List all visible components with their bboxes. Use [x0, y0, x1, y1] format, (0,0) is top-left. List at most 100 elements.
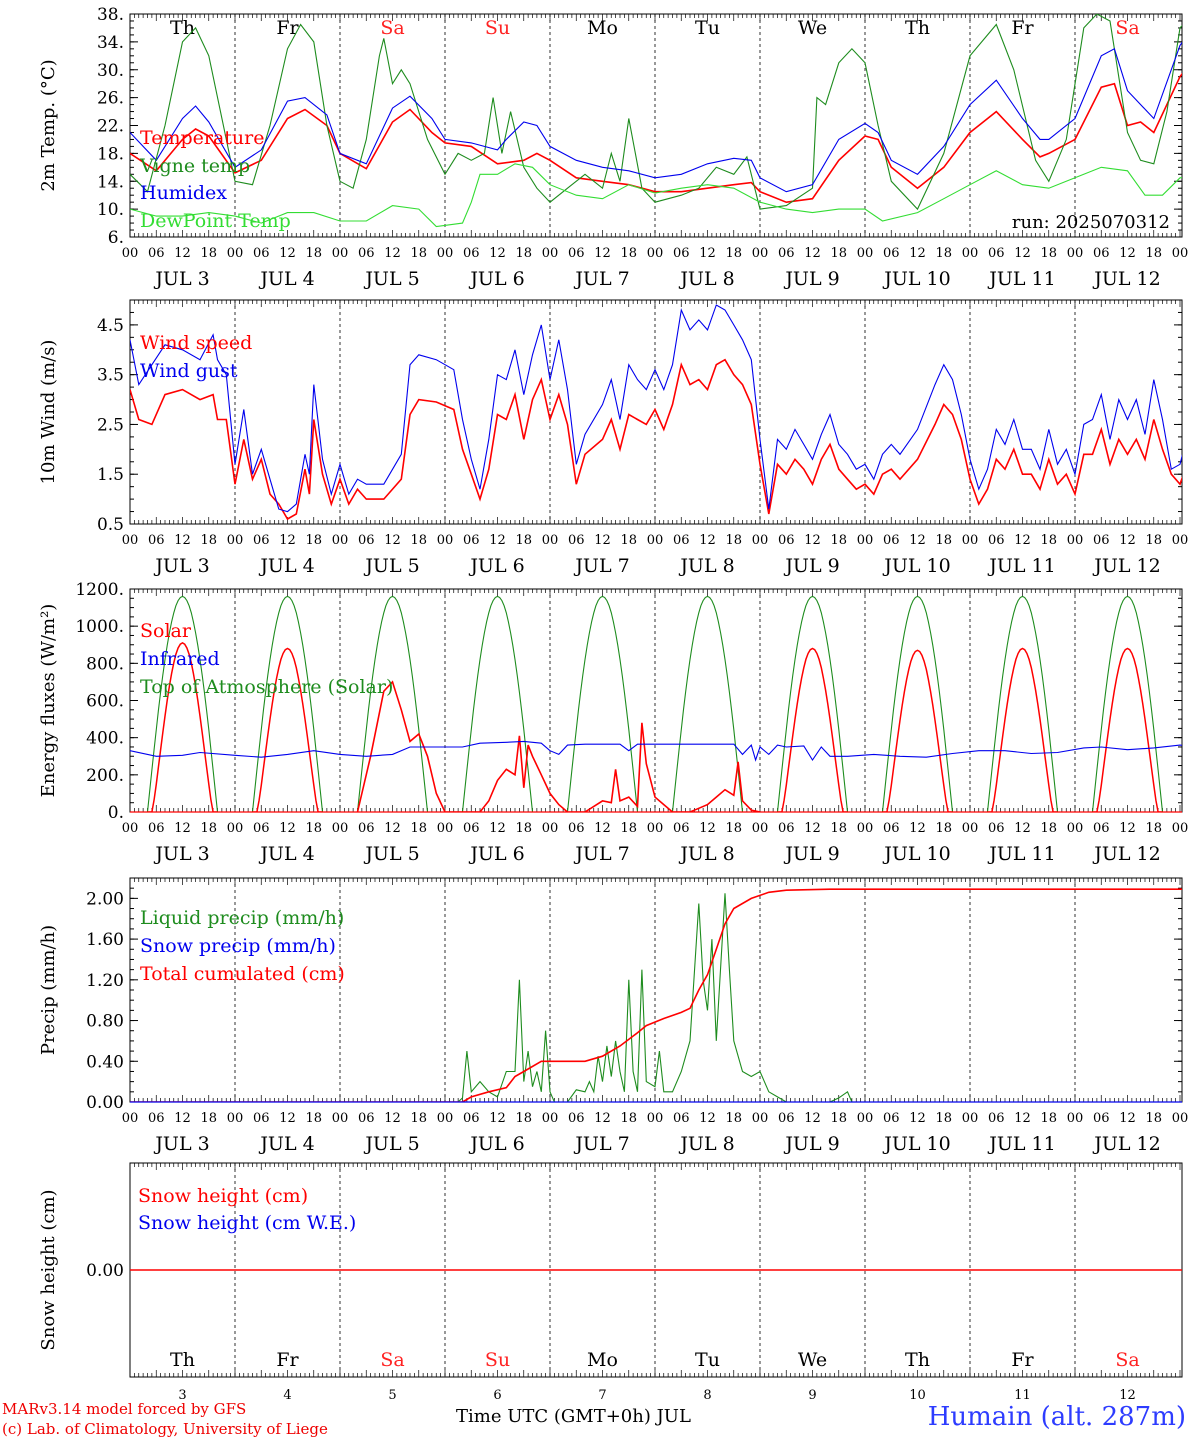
hour-tick-label: 00	[332, 533, 349, 548]
hour-tick-label: 18	[305, 246, 322, 261]
hour-tick-label: 00	[1067, 1111, 1084, 1126]
day-name-label: Th	[170, 1349, 195, 1371]
y-tick-label: 200.	[86, 766, 124, 786]
y-tick-label: 0.00	[86, 1261, 124, 1281]
hour-tick-label: 00	[1172, 246, 1189, 261]
hour-tick-label: 12	[174, 533, 191, 548]
hour-tick-label: 12	[384, 246, 401, 261]
y-axis-title: Energy fluxes (W/m²)	[38, 604, 59, 798]
date-label: JUL 8	[678, 268, 734, 290]
hour-tick-label: 18	[305, 533, 322, 548]
legend-entry: Temperature	[140, 127, 264, 149]
hour-tick-label: 00	[962, 821, 979, 836]
date-label: JUL 7	[573, 268, 629, 290]
hour-tick-label: 18	[620, 821, 637, 836]
solar-line	[777, 647, 848, 812]
y-tick-label: 400.	[86, 729, 124, 749]
date-label: JUL 11	[987, 1133, 1055, 1155]
hour-tick-label: 06	[148, 246, 165, 261]
hour-tick-label: 00	[962, 533, 979, 548]
toa-solar-line	[986, 595, 1059, 812]
y-tick-label: 34.	[97, 33, 124, 53]
day-number-label: 7	[598, 1388, 606, 1403]
day-number-label: 12	[1119, 1388, 1136, 1403]
hour-tick-label: 06	[1093, 821, 1110, 836]
legend-entry: Vigne temp	[139, 155, 250, 177]
hour-tick-label: 18	[200, 1111, 217, 1126]
hour-tick-label: 00	[1067, 246, 1084, 261]
hour-tick-label: 00	[647, 821, 664, 836]
hour-tick-label: 00	[752, 533, 769, 548]
hour-tick-label: 06	[673, 821, 690, 836]
hour-tick-label: 18	[515, 246, 532, 261]
legend-entry: DewPoint Temp	[140, 210, 291, 232]
y-tick-label: 2.00	[86, 889, 124, 909]
day-name-label: Sa	[380, 17, 404, 39]
hour-tick-label: 00	[227, 821, 244, 836]
toa-solar-line	[251, 595, 324, 812]
hour-tick-label: 00	[332, 821, 349, 836]
hour-tick-label: 00	[332, 1111, 349, 1126]
hour-tick-label: 00	[1067, 821, 1084, 836]
legend-entry: Top of Atmosphere (Solar)	[140, 676, 393, 698]
y-axis-title: Snow height (cm)	[38, 1189, 59, 1350]
hour-tick-label: 00	[1172, 821, 1189, 836]
day-name-label: Th	[905, 1349, 930, 1371]
hour-tick-label: 18	[410, 533, 427, 548]
hour-tick-label: 00	[227, 246, 244, 261]
hour-tick-label: 18	[1040, 1111, 1057, 1126]
day-name-label: We	[798, 1349, 827, 1371]
date-label: JUL 4	[258, 843, 314, 865]
model-credit: MARv3.14 model forced by GFS	[2, 1400, 247, 1418]
hour-tick-label: 00	[1067, 533, 1084, 548]
hour-tick-label: 06	[463, 246, 480, 261]
hour-tick-label: 18	[935, 246, 952, 261]
hour-tick-label: 06	[463, 821, 480, 836]
hour-tick-label: 18	[200, 246, 217, 261]
hour-tick-label: 06	[988, 1111, 1005, 1126]
y-tick-label: 26.	[97, 89, 124, 109]
hour-tick-label: 00	[332, 246, 349, 261]
toa-solar-line	[356, 595, 429, 812]
hour-tick-label: 18	[725, 821, 742, 836]
hour-tick-label: 12	[1014, 1111, 1031, 1126]
date-label: JUL 6	[468, 1133, 524, 1155]
hour-tick-label: 12	[804, 1111, 821, 1126]
toa-solar-line	[146, 595, 219, 812]
toa-solar-line	[776, 595, 849, 812]
series-line-wind-gust	[130, 304, 1182, 513]
hour-tick-label: 18	[1145, 821, 1162, 836]
y-tick-label: 1200.	[75, 580, 124, 600]
y-tick-label: 1.60	[86, 930, 124, 950]
hour-tick-label: 18	[1145, 533, 1162, 548]
series-line-total-cumulated-cm-	[130, 888, 1182, 1102]
date-label: JUL 7	[573, 555, 629, 577]
day-number-label: 8	[703, 1388, 711, 1403]
hour-tick-label: 06	[568, 533, 585, 548]
date-label: JUL 12	[1092, 555, 1160, 577]
hour-tick-label: 06	[463, 1111, 480, 1126]
hour-tick-label: 18	[1145, 1111, 1162, 1126]
hour-tick-label: 12	[279, 1111, 296, 1126]
hour-tick-label: 12	[1014, 821, 1031, 836]
hour-tick-label: 06	[778, 533, 795, 548]
legend-entry: Wind speed	[140, 332, 252, 354]
hour-tick-label: 00	[962, 1111, 979, 1126]
date-label: JUL 11	[987, 268, 1055, 290]
y-tick-label: 1.20	[86, 971, 124, 991]
date-label: JUL 11	[987, 843, 1055, 865]
hour-tick-label: 00	[857, 246, 874, 261]
day-name-label: Mo	[587, 17, 618, 39]
hour-tick-label: 06	[358, 533, 375, 548]
day-name-label: Th	[905, 17, 930, 39]
day-name-label: We	[798, 17, 827, 39]
hour-tick-label: 12	[699, 821, 716, 836]
y-tick-label: 4.5	[97, 316, 124, 336]
hour-tick-label: 18	[305, 821, 322, 836]
hour-tick-label: 18	[410, 246, 427, 261]
hour-tick-label: 00	[437, 1111, 454, 1126]
y-tick-label: 18.	[97, 144, 124, 164]
date-label: JUL 12	[1092, 268, 1160, 290]
y-tick-label: 2.5	[97, 415, 124, 435]
hour-tick-label: 18	[830, 246, 847, 261]
